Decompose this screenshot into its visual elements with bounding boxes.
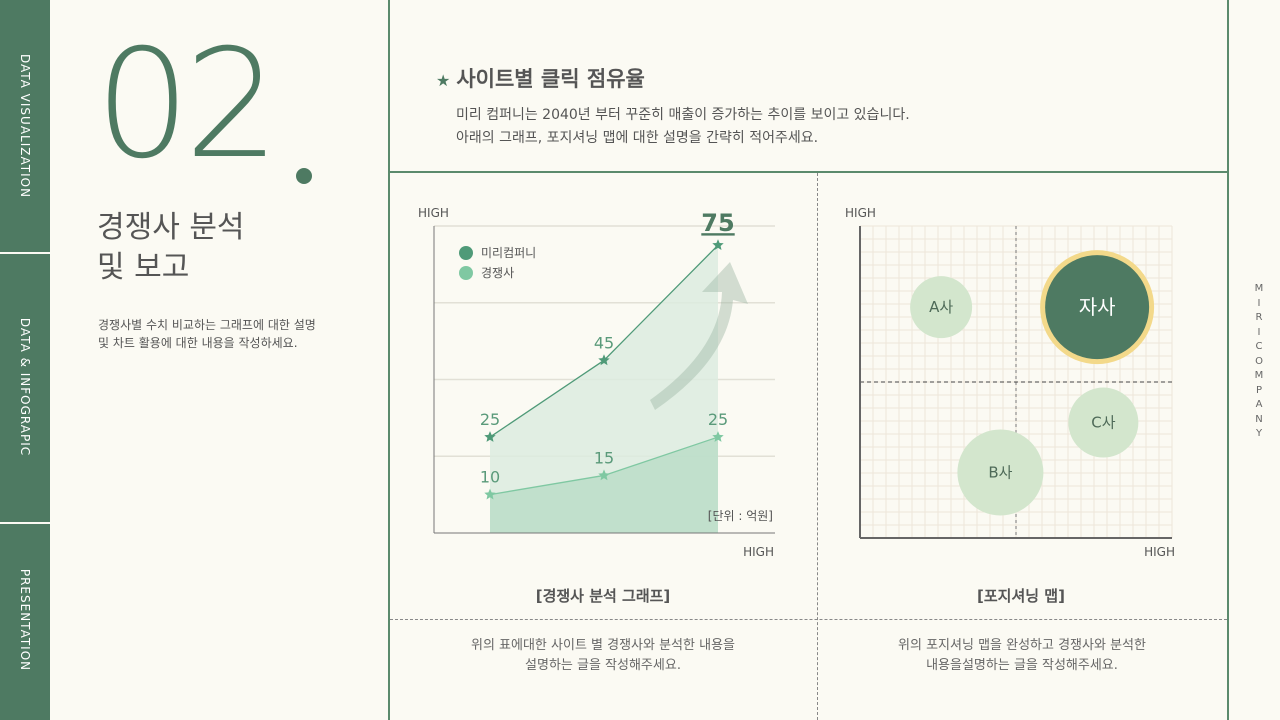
data-label: 75 <box>701 209 734 237</box>
star-icon: ★ <box>436 71 451 90</box>
growth-arrow-icon <box>650 262 748 410</box>
desc-line: 위의 포지셔닝 맵을 완성하고 경쟁사와 분석한 <box>898 638 1146 653</box>
subtitle-line: 미리 컴퍼니는 2040년 부터 꾸준히 매출이 증가하는 추이를 보이고 있습… <box>456 107 910 123</box>
data-label: 45 <box>594 333 614 352</box>
data-label: 25 <box>480 410 500 429</box>
bubble-label: 자사 <box>1079 295 1116 319</box>
divider <box>388 0 390 720</box>
desc-line: 설명하는 글을 작성해주세요. <box>525 658 681 673</box>
legend-label: 미리컴퍼니 <box>481 246 536 260</box>
data-point-star-icon <box>484 431 496 442</box>
desc-line: 및 차트 활용에 대한 내용을 작성하세요. <box>98 336 298 350</box>
divider <box>1227 0 1229 720</box>
data-point-star-icon <box>712 239 724 250</box>
data-point-star-icon <box>598 354 610 366</box>
desc-line: 위의 표에대한 사이트 별 경쟁사와 분석한 내용을 <box>471 638 735 653</box>
page-title-line: 및 보고 <box>97 250 190 285</box>
data-label: 10 <box>480 468 500 487</box>
legend-marker <box>459 266 473 280</box>
section-number: 02 <box>95 18 280 192</box>
data-point-star-icon <box>598 469 610 481</box>
bubble <box>910 276 973 339</box>
sidebar: DATA VISUALIZATION DATA & INFOGRAPIC PRE… <box>0 0 50 720</box>
area-competitor <box>490 437 718 533</box>
section-number-dot <box>296 168 312 184</box>
unit-note: [단위 : 억원] <box>708 509 773 523</box>
divider <box>0 252 50 254</box>
legend-marker <box>459 246 473 260</box>
data-point-star-icon <box>712 431 724 442</box>
bubble <box>1045 255 1150 360</box>
data-point-star-icon <box>484 488 496 500</box>
section-title-text: 사이트별 클릭 점유율 <box>456 67 645 91</box>
legend-label: 경쟁사 <box>481 266 514 280</box>
section-title: ★ 사이트별 클릭 점유율 <box>436 63 645 93</box>
divider <box>0 522 50 524</box>
desc-line: 내용을설명하는 글을 작성해주세요. <box>926 658 1118 673</box>
x-axis-label: HIGH <box>1144 545 1175 559</box>
x-axis-label: HIGH <box>743 545 774 559</box>
divider <box>390 619 1227 620</box>
bubble <box>1068 387 1139 458</box>
data-label: 25 <box>708 410 728 429</box>
bubble-label: C사 <box>1091 414 1115 432</box>
y-axis-label: HIGH <box>418 206 449 220</box>
page-title-line: 경쟁사 분석 <box>97 210 245 245</box>
map-caption: [포지셔닝 맵] <box>977 587 1065 605</box>
section-subtitle: 미리 컴퍼니는 2040년 부터 꾸준히 매출이 증가하는 추이를 보이고 있습… <box>456 104 910 150</box>
divider <box>388 171 1229 173</box>
desc-line: 경쟁사별 수치 비교하는 그래프에 대한 설명 <box>98 318 316 332</box>
divider <box>817 173 818 720</box>
subtitle-line: 아래의 그래프, 포지셔닝 맵에 대한 설명을 간략히 적어주세요. <box>456 130 819 146</box>
bubble-label: A사 <box>929 298 953 316</box>
data-label: 15 <box>594 448 614 467</box>
bubble-label: B사 <box>988 463 1012 481</box>
y-axis-label: HIGH <box>845 206 876 220</box>
bubble <box>957 429 1044 516</box>
chart-caption: [경쟁사 분석 그래프] <box>535 587 671 605</box>
